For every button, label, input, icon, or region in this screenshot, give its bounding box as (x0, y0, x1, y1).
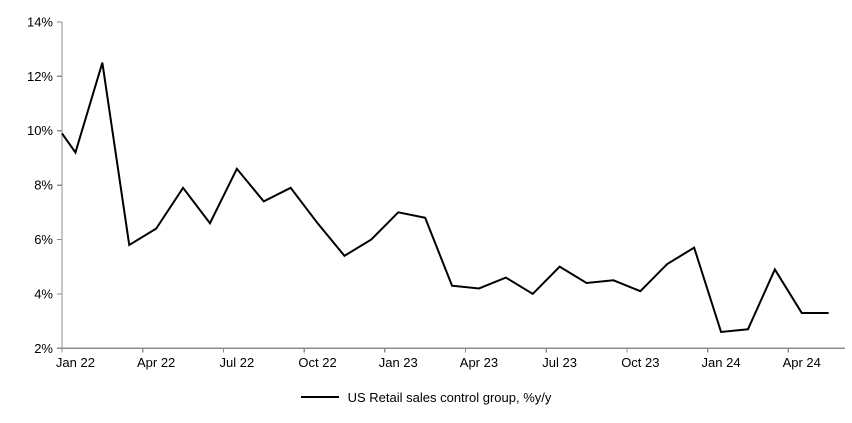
x-tick-label: Oct 23 (621, 355, 659, 370)
y-tick-label: 14% (27, 14, 53, 29)
x-tick-label: Apr 22 (137, 355, 175, 370)
y-tick-label: 6% (34, 232, 53, 247)
legend-line-swatch (300, 396, 339, 398)
y-tick-label: 10% (27, 123, 53, 138)
x-tick-label: Jul 22 (219, 355, 254, 370)
y-tick-label: 2% (34, 341, 53, 356)
y-tick-label: 4% (34, 286, 53, 301)
x-tick-label: Jan 24 (702, 355, 741, 370)
y-tick-label: 8% (34, 178, 53, 193)
y-tick-label: 12% (27, 69, 53, 84)
x-tick-label: Apr 24 (783, 355, 821, 370)
x-tick-label: Jul 23 (542, 355, 577, 370)
x-tick-label: Apr 23 (460, 355, 498, 370)
x-tick-label: Jan 22 (56, 355, 95, 370)
legend: US Retail sales control group, %y/y (0, 388, 852, 406)
x-tick-label: Oct 22 (298, 355, 336, 370)
legend-label: US Retail sales control group, %y/y (347, 389, 552, 405)
series-line (61, 62, 829, 334)
x-tick-label: Jan 23 (379, 355, 418, 370)
